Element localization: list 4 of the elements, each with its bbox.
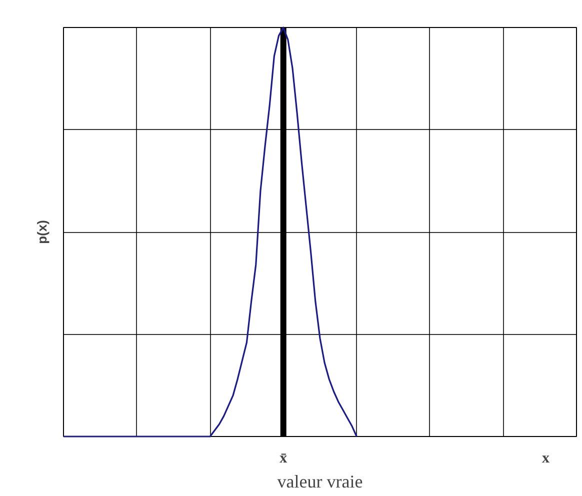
text: x̄	[280, 450, 288, 466]
y-axis-title: p(x)	[34, 220, 50, 244]
text: valeur vraie	[277, 472, 363, 492]
x-axis-title: x	[542, 450, 550, 466]
